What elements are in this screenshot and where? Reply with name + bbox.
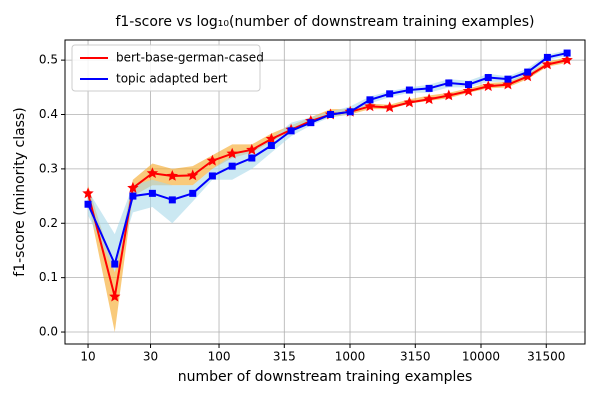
- x-tick-label: 100: [208, 350, 231, 364]
- point: [166, 170, 178, 181]
- legend-label: bert-base-german-cased: [116, 51, 264, 65]
- point: [366, 96, 374, 104]
- point: [443, 89, 455, 101]
- point: [484, 74, 492, 82]
- point: [386, 90, 394, 98]
- point: [482, 80, 494, 92]
- point: [168, 196, 176, 204]
- y-tick-label: 0.4: [39, 107, 58, 121]
- point: [208, 172, 216, 180]
- x-tick-label: 1000: [335, 350, 366, 364]
- point: [425, 84, 433, 92]
- point: [504, 75, 512, 83]
- point: [189, 189, 197, 197]
- plot-frame: [64, 39, 586, 345]
- point: [111, 260, 119, 268]
- point: [384, 101, 396, 113]
- point: [226, 147, 238, 159]
- y-tick-label: 0.0: [39, 325, 58, 339]
- point: [561, 54, 573, 65]
- point: [246, 143, 258, 155]
- y-tick-label: 0.2: [39, 216, 58, 230]
- point: [228, 162, 236, 170]
- legend-label: topic adapted bert: [116, 72, 228, 86]
- x-tick-label: 10000: [462, 350, 500, 364]
- point: [127, 181, 139, 193]
- point: [327, 111, 335, 119]
- point: [206, 154, 219, 166]
- point: [403, 96, 416, 108]
- point: [563, 49, 571, 57]
- point: [445, 79, 453, 87]
- x-tick-label: 30: [143, 350, 158, 364]
- x-tick-label: 31500: [527, 350, 565, 364]
- point: [82, 187, 94, 199]
- x-tick-label: 10: [80, 350, 95, 364]
- point: [524, 68, 532, 76]
- point: [364, 100, 376, 112]
- point: [541, 58, 554, 70]
- point: [502, 78, 514, 90]
- point: [129, 192, 137, 200]
- y-tick-label: 0.5: [39, 53, 58, 67]
- point: [543, 53, 551, 61]
- point: [307, 119, 315, 127]
- point: [267, 142, 275, 150]
- point: [187, 169, 199, 181]
- x-tick-label: 3150: [400, 350, 431, 364]
- chart-title: f1-score vs log₁₀(number of downstream t…: [115, 14, 534, 30]
- point: [522, 70, 534, 82]
- y-axis-label: f1-score (minority class): [12, 107, 28, 276]
- point: [265, 133, 278, 144]
- legend-box: [71, 44, 261, 92]
- x-axis-label: number of downstream training examples: [178, 369, 473, 385]
- point: [462, 85, 475, 96]
- point: [287, 127, 295, 135]
- point: [423, 93, 435, 105]
- x-tick-label: 315: [273, 350, 296, 364]
- confidence-band: [88, 50, 568, 273]
- point: [465, 81, 473, 89]
- y-tick-label: 0.3: [39, 161, 58, 175]
- point: [148, 189, 156, 197]
- point: [146, 167, 159, 179]
- point: [346, 108, 354, 116]
- y-tick-label: 0.1: [39, 270, 58, 284]
- point: [248, 154, 256, 162]
- point: [109, 290, 121, 302]
- point: [405, 86, 413, 94]
- point: [84, 200, 92, 208]
